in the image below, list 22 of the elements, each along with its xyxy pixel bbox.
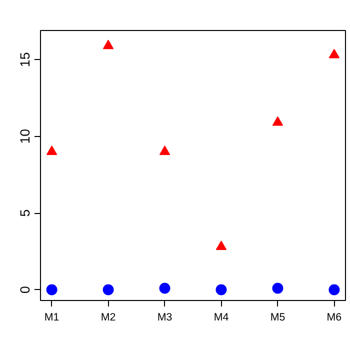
point (159, 282, 170, 294)
point (102, 284, 114, 296)
point (328, 49, 340, 58)
y-tick-label: 10 (18, 128, 32, 144)
point (46, 146, 58, 155)
x-tick-label: M1 (44, 312, 60, 324)
y-tick-label: 15 (18, 52, 32, 68)
point (328, 284, 340, 296)
y-tick-label: 5 (18, 209, 32, 217)
x-tick-label: M5 (270, 312, 286, 324)
x-tick-label: M3 (157, 312, 172, 324)
point (272, 282, 284, 294)
x-tick-label: M4 (214, 312, 229, 324)
point (216, 240, 227, 250)
y-tick-label: 0 (18, 286, 32, 294)
point (159, 146, 170, 155)
point (46, 284, 58, 296)
x-tick-label: M2 (100, 312, 116, 324)
point (216, 284, 227, 296)
point (272, 116, 283, 126)
x-tick-label: M6 (326, 312, 342, 324)
point (103, 40, 114, 50)
